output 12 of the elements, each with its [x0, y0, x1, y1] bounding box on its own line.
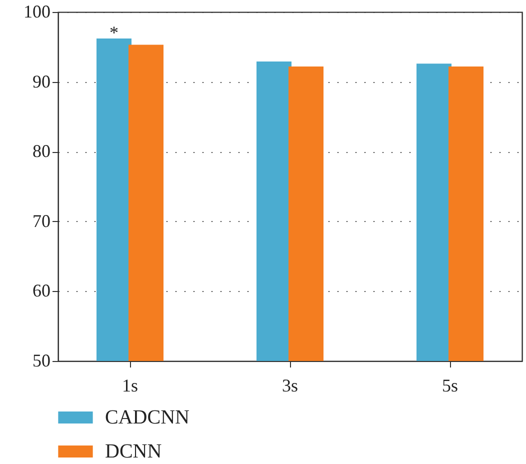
y-tick-label: 50: [32, 350, 50, 370]
annotation: *: [110, 22, 118, 43]
y-tick-label: 70: [32, 210, 50, 231]
y-tick-label: 90: [32, 71, 50, 92]
y-tick-label: 60: [32, 280, 50, 301]
legend-label: CADCNN: [105, 406, 190, 428]
legend-label: DCNN: [105, 440, 162, 462]
x-tick-label: 5s: [442, 376, 458, 396]
y-tick-label: 100: [24, 2, 50, 22]
y-tick-label: 80: [32, 141, 50, 162]
x-tick-label: 1s: [122, 376, 138, 396]
x-tick-label: 3s: [282, 376, 298, 396]
